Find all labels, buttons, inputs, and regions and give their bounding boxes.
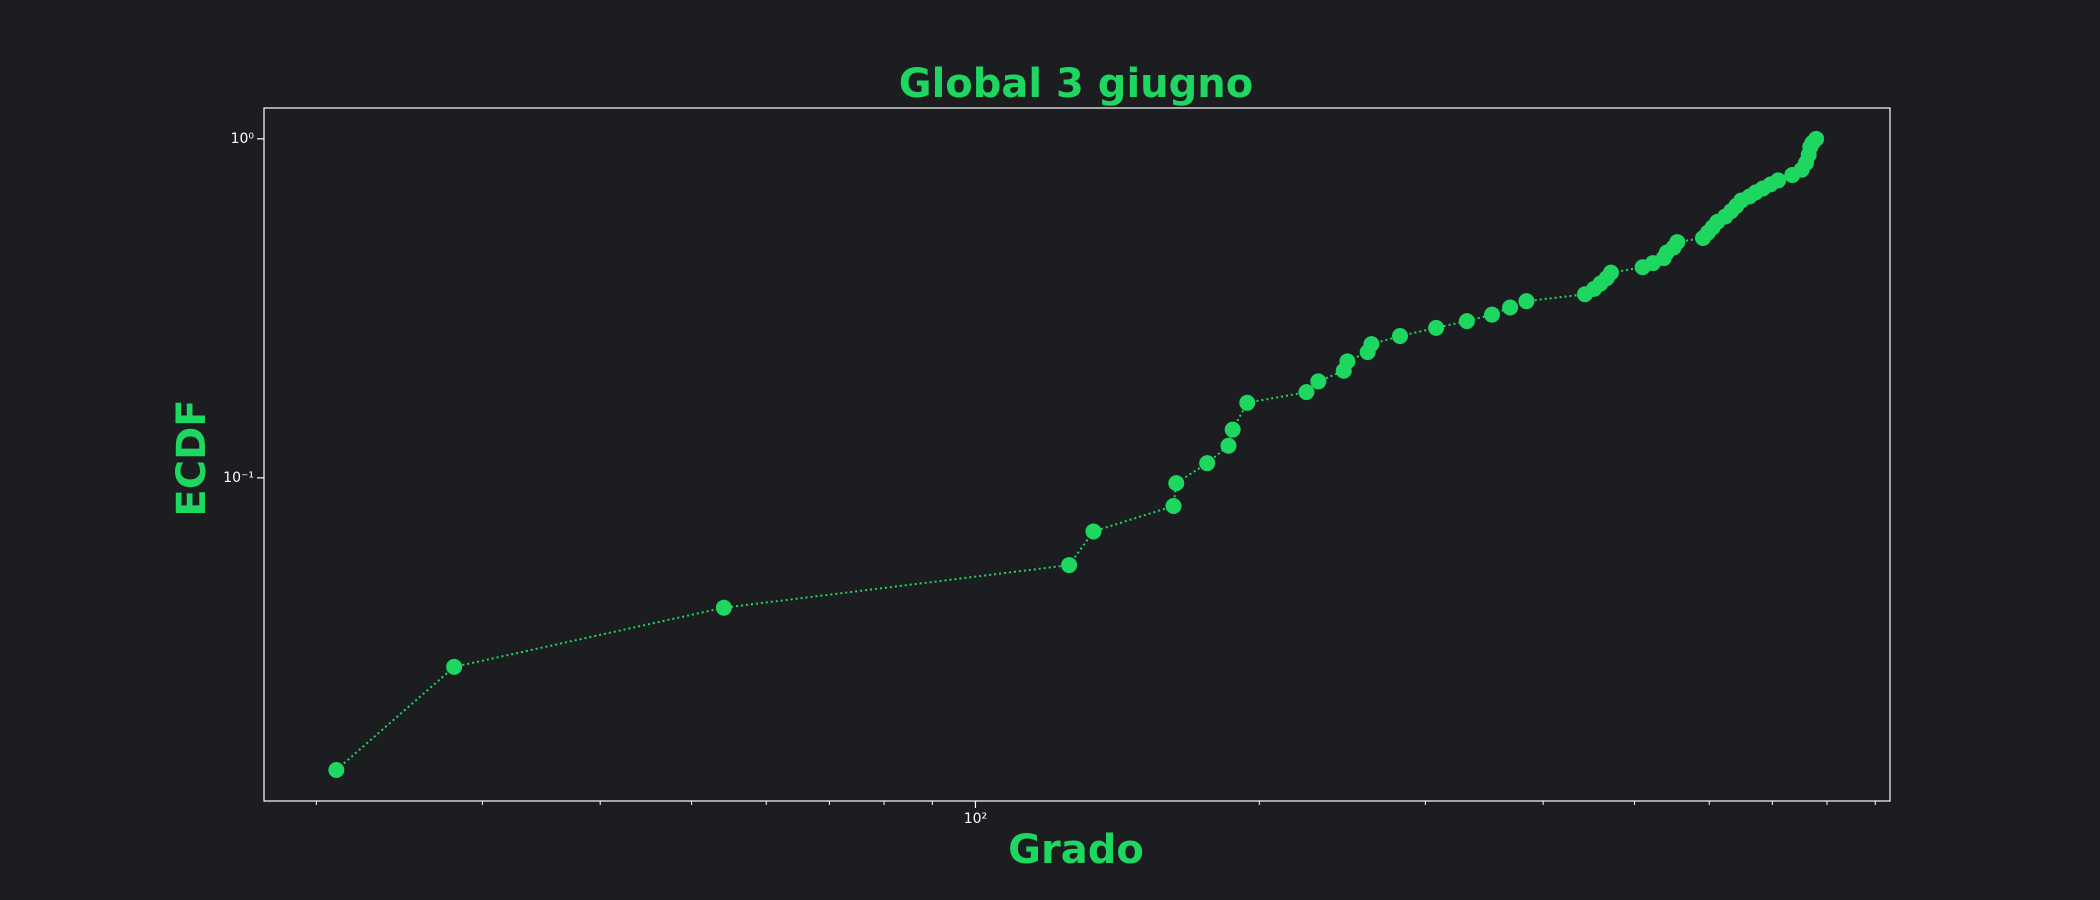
ecdf-point <box>1061 557 1078 574</box>
ecdf-point <box>1363 336 1380 353</box>
ecdf-point <box>1298 384 1315 401</box>
ecdf-point <box>1428 319 1445 336</box>
ecdf-point <box>1239 394 1256 411</box>
ecdf-point <box>1518 293 1535 310</box>
y-axis-label: ECDF <box>169 399 215 516</box>
x-axis-label: Grado <box>1008 827 1144 873</box>
ecdf-point <box>1310 373 1327 390</box>
ecdf-point <box>1224 421 1241 438</box>
ecdf-point <box>1483 306 1500 323</box>
ecdf-point <box>328 762 345 779</box>
y-tick-label: 10⁰ <box>231 131 255 147</box>
ecdf-point <box>1392 328 1409 345</box>
ecdf-point <box>1808 130 1825 147</box>
ecdf-point <box>1168 475 1185 492</box>
ecdf-point <box>1770 172 1787 189</box>
plot-frame <box>263 107 1891 802</box>
ecdf-point <box>715 599 732 616</box>
ecdf-point <box>1502 299 1519 316</box>
ecdf-point <box>1220 437 1237 454</box>
ecdf-point <box>1199 455 1216 472</box>
ecdf-point <box>1669 234 1686 251</box>
x-tick-label: 10² <box>964 811 987 827</box>
ecdf-point <box>1165 498 1182 515</box>
ecdf-point <box>1602 264 1619 281</box>
ecdf-point <box>1085 523 1102 540</box>
ecdf-point <box>1458 313 1475 330</box>
chart-title: Global 3 giugno <box>899 61 1253 107</box>
y-tick-label: 10⁻¹ <box>223 470 254 486</box>
ecdf-point <box>1339 353 1356 370</box>
ecdf-point <box>446 658 463 675</box>
